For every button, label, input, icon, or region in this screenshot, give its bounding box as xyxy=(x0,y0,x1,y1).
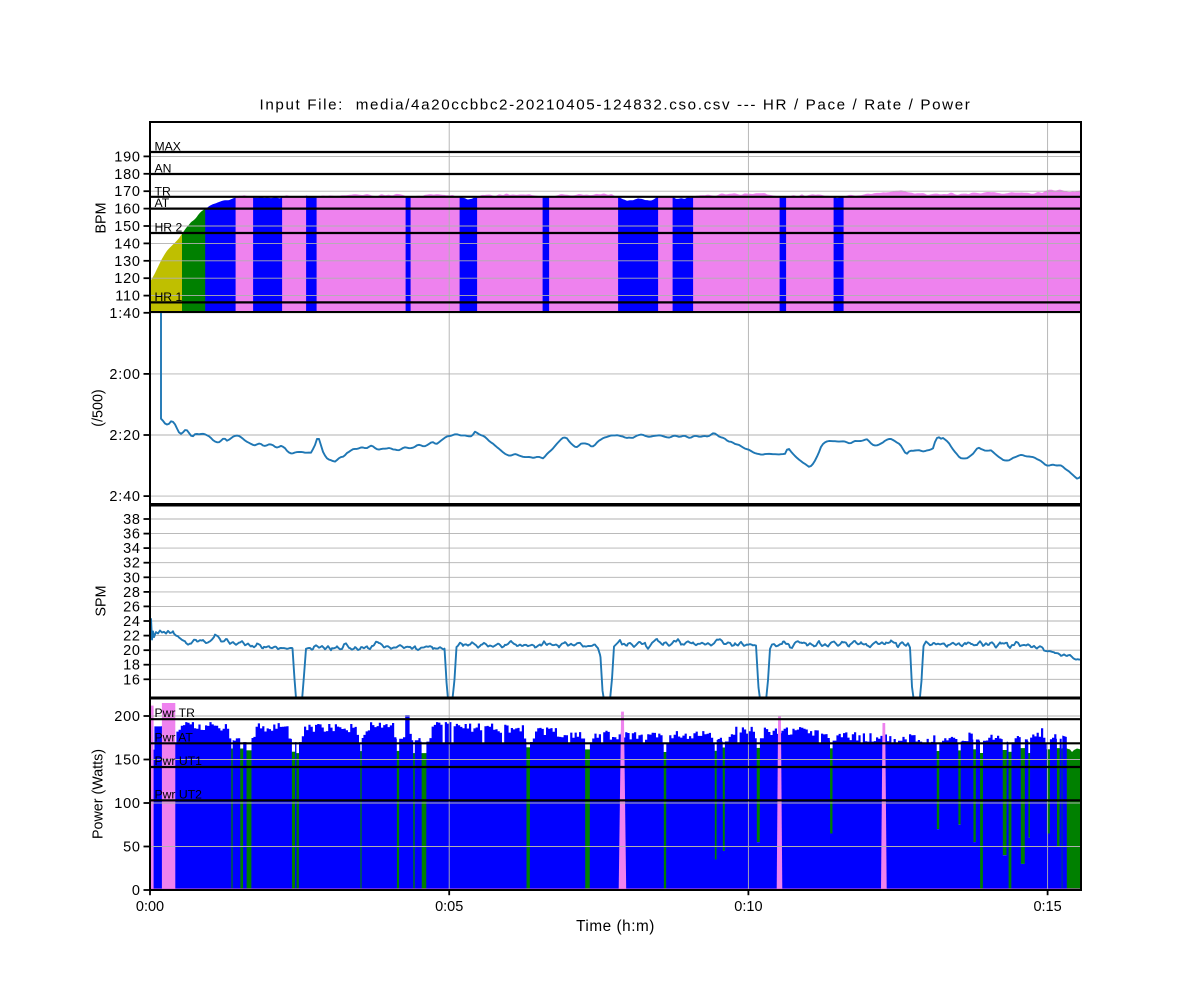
svg-text:140: 140 xyxy=(114,236,141,252)
svg-text:Pwr TR: Pwr TR xyxy=(155,706,196,720)
svg-text:30: 30 xyxy=(123,570,141,586)
svg-text:MAX: MAX xyxy=(155,140,181,154)
svg-text:HR 2: HR 2 xyxy=(155,221,183,235)
svg-text:BPM: BPM xyxy=(93,203,109,234)
svg-text:Power (Watts): Power (Watts) xyxy=(91,749,107,839)
svg-text:120: 120 xyxy=(114,271,141,287)
svg-text:150: 150 xyxy=(114,753,141,769)
svg-text:130: 130 xyxy=(114,254,141,270)
svg-text:170: 170 xyxy=(114,184,141,200)
svg-text:Input File: media/4a20ccbbc2-: Input File: media/4a20ccbbc2-20210405-12… xyxy=(260,97,972,114)
svg-text:20: 20 xyxy=(123,643,141,659)
svg-text:26: 26 xyxy=(123,599,141,615)
svg-text:160: 160 xyxy=(114,202,141,218)
svg-text:2:00: 2:00 xyxy=(109,367,140,383)
svg-text:AT: AT xyxy=(155,196,170,210)
svg-text:16: 16 xyxy=(123,672,141,688)
svg-text:0:15: 0:15 xyxy=(1033,899,1061,915)
svg-text:2:20: 2:20 xyxy=(109,428,140,444)
svg-text:Pwr UT2: Pwr UT2 xyxy=(155,787,203,801)
svg-text:Pwr UT1: Pwr UT1 xyxy=(155,754,203,768)
svg-text:18: 18 xyxy=(123,658,141,674)
svg-text:28: 28 xyxy=(123,585,141,601)
svg-text:0:05: 0:05 xyxy=(435,899,463,915)
svg-text:180: 180 xyxy=(114,167,141,183)
svg-text:36: 36 xyxy=(123,527,141,543)
svg-text:0:00: 0:00 xyxy=(136,899,164,915)
svg-text:150: 150 xyxy=(114,219,141,235)
svg-text:100: 100 xyxy=(114,796,141,812)
svg-text:22: 22 xyxy=(123,629,141,645)
svg-text:2:40: 2:40 xyxy=(109,489,140,505)
svg-text:34: 34 xyxy=(123,541,141,557)
svg-text:Pwr AT: Pwr AT xyxy=(155,730,194,744)
svg-text:24: 24 xyxy=(123,614,141,630)
svg-text:Time (h:m): Time (h:m) xyxy=(576,918,655,935)
svg-text:50: 50 xyxy=(123,840,141,856)
svg-text:190: 190 xyxy=(114,149,141,165)
svg-text:AN: AN xyxy=(155,162,172,176)
svg-text:HR 1: HR 1 xyxy=(155,290,183,304)
svg-text:0:10: 0:10 xyxy=(734,899,762,915)
svg-text:110: 110 xyxy=(115,289,141,305)
svg-text:32: 32 xyxy=(123,556,141,572)
svg-text:1:40: 1:40 xyxy=(109,306,140,322)
svg-text:(/500): (/500) xyxy=(91,389,107,426)
svg-text:200: 200 xyxy=(114,709,141,725)
svg-text:38: 38 xyxy=(123,512,141,528)
svg-text:SPM: SPM xyxy=(93,586,109,617)
svg-text:0: 0 xyxy=(132,883,141,899)
svg-text:TR: TR xyxy=(155,184,171,198)
